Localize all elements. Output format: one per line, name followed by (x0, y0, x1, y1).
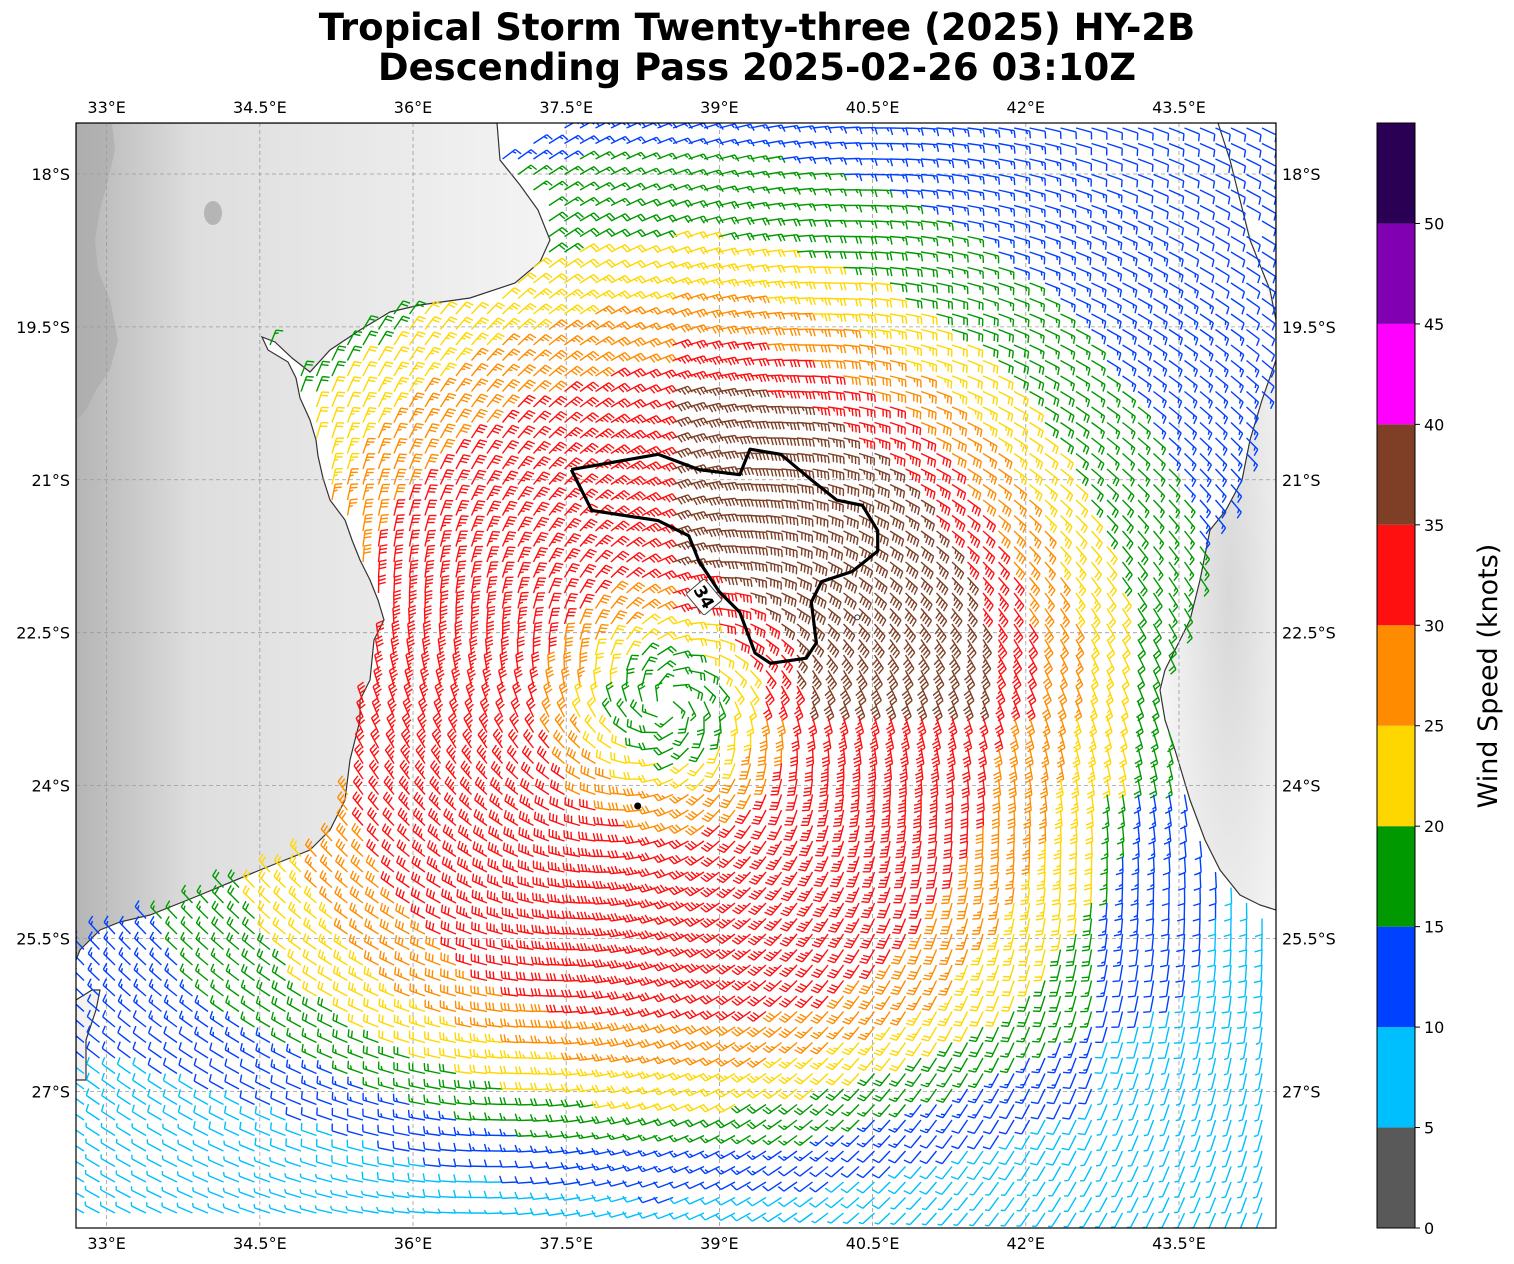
lat-tick-label-right: 27°S (1282, 1082, 1321, 1101)
lon-tick-label-bottom: 39°E (700, 1234, 738, 1253)
colorbar-tick-label: 40 (1424, 415, 1444, 434)
lat-tick-label-left: 27°S (31, 1082, 70, 1101)
lon-tick-label-bottom: 37.5°E (539, 1234, 593, 1253)
storm-marker-dot (634, 802, 641, 809)
colorbar-bin (1377, 424, 1415, 524)
highland-spot (204, 201, 222, 225)
colorbar-bin (1377, 525, 1415, 625)
map-area: 34 (70, 120, 1276, 1229)
colorbar-tick-label: 10 (1424, 1018, 1444, 1037)
colorbar-bin (1377, 927, 1415, 1027)
colorbar-bin (1377, 726, 1415, 826)
colorbar-bin (1377, 324, 1415, 424)
lat-tick-label-right: 25.5°S (1282, 929, 1336, 948)
lat-tick-label-left: 18°S (31, 165, 70, 184)
lon-tick-label-bottom: 33°E (87, 1234, 125, 1253)
lon-tick-label-top: 43.5°E (1152, 98, 1206, 117)
colorbar-bin (1377, 123, 1415, 223)
colorbar-bin (1377, 1027, 1415, 1127)
lon-tick-label-top: 33°E (87, 98, 125, 117)
lon-tick-label-bottom: 34.5°E (233, 1234, 287, 1253)
colorbar-bin (1377, 1128, 1415, 1228)
colorbar-bin (1377, 223, 1415, 323)
colorbar-tick-label: 5 (1424, 1119, 1434, 1138)
lat-tick-label-left: 19.5°S (16, 318, 70, 337)
lat-tick-label-left: 21°S (31, 471, 70, 490)
colorbar-tick-label: 25 (1424, 717, 1444, 736)
lon-tick-label-bottom: 40.5°E (846, 1234, 900, 1253)
lat-tick-label-right: 19.5°S (1282, 318, 1336, 337)
colorbar-tick-label: 30 (1424, 616, 1444, 635)
lon-tick-label-bottom: 42°E (1007, 1234, 1045, 1253)
lon-tick-label-top: 36°E (394, 98, 432, 117)
colorbar-tick-label: 45 (1424, 315, 1444, 334)
lat-tick-label-right: 21°S (1282, 471, 1321, 490)
colorbar-tick-label: 35 (1424, 516, 1444, 535)
lon-tick-label-top: 42°E (1007, 98, 1045, 117)
lat-tick-label-right: 24°S (1282, 777, 1321, 796)
lon-tick-label-top: 34.5°E (233, 98, 287, 117)
small-marker-dot (855, 615, 860, 620)
lat-tick-label-right: 18°S (1282, 165, 1321, 184)
lon-tick-label-bottom: 36°E (394, 1234, 432, 1253)
colorbar-bin (1377, 826, 1415, 926)
colorbar-tick-label: 15 (1424, 918, 1444, 937)
colorbar: 0 5 10 15 20 25 30 35 40 45 50 (1377, 123, 1444, 1238)
lat-tick-label-right: 22.5°S (1282, 624, 1336, 643)
lon-tick-label-top: 39°E (700, 98, 738, 117)
lon-tick-label-top: 40.5°E (846, 98, 900, 117)
colorbar-label: Wind Speed (knots) (1473, 544, 1504, 809)
colorbar-bin (1377, 625, 1415, 725)
lon-tick-label-bottom: 43.5°E (1152, 1234, 1206, 1253)
lon-tick-label-top: 37.5°E (539, 98, 593, 117)
colorbar-tick-label: 50 (1424, 214, 1444, 233)
lat-tick-label-left: 22.5°S (16, 624, 70, 643)
colorbar-tick-label: 20 (1424, 817, 1444, 836)
colorbar-tick-label: 0 (1424, 1219, 1434, 1238)
lat-tick-label-left: 24°S (31, 777, 70, 796)
lat-tick-label-left: 25.5°S (16, 929, 70, 948)
